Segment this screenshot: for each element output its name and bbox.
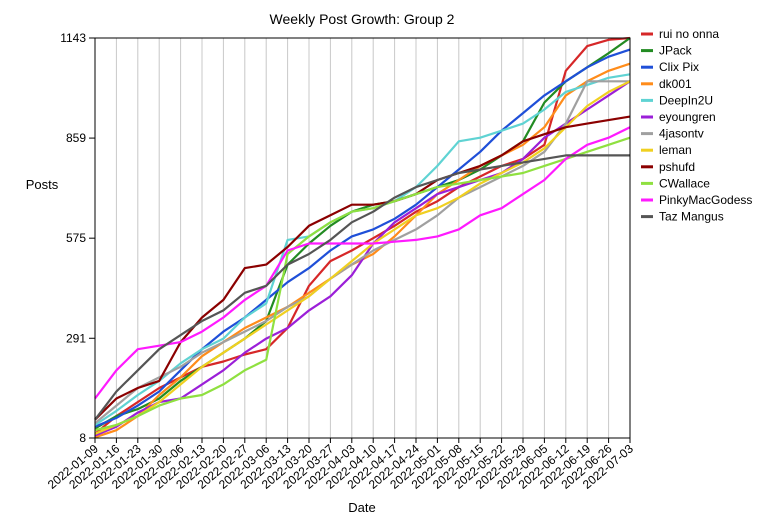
legend-label: 4jasontv xyxy=(659,127,704,141)
series-line-4jasontv xyxy=(94,80,630,425)
legend-label: Taz Mangus xyxy=(659,210,724,224)
series-line-dk001 xyxy=(94,62,631,439)
legend-label: PinkyMacGodess xyxy=(659,193,752,207)
y-axis: 8 291 575 859 1143 xyxy=(60,31,95,445)
y-axis-label: Posts xyxy=(26,177,59,192)
legend-label: rui no onna xyxy=(659,27,719,41)
legend-label: JPack xyxy=(659,44,693,58)
series-line-clix-pix xyxy=(94,48,631,428)
y-tick-label: 575 xyxy=(66,231,86,245)
series-line-eyoungren xyxy=(94,80,631,437)
y-tick-label: 8 xyxy=(79,431,86,445)
series-line-leman xyxy=(94,80,631,435)
series-line-taz-mangus xyxy=(94,154,630,421)
legend-label: dk001 xyxy=(659,77,692,91)
series-line-pinkymacgodess xyxy=(94,126,631,400)
series-lines xyxy=(94,36,631,439)
chart-title: Weekly Post Growth: Group 2 xyxy=(270,11,455,27)
legend-label: leman xyxy=(659,143,692,157)
legend-label: eyoungren xyxy=(659,110,716,124)
legend: rui no onna JPack Clix Pix dk001 DeepIn2U eyo… xyxy=(641,27,752,224)
series-line-jpack xyxy=(94,37,631,430)
y-tick-label: 859 xyxy=(66,131,86,145)
legend-label: Clix Pix xyxy=(659,60,699,74)
series-line-pshufd xyxy=(94,115,631,421)
legend-label: pshufd xyxy=(659,160,695,174)
series-line-cwallace xyxy=(94,136,631,432)
x-axis-label: Date xyxy=(348,500,375,515)
y-tick-label: 1143 xyxy=(60,31,86,45)
legend-label: DeepIn2U xyxy=(659,93,713,107)
y-tick-label: 291 xyxy=(66,331,86,345)
x-axis: 2022-01-092022-01-162022-01-232022-01-30… xyxy=(45,438,636,492)
legend-label: CWallace xyxy=(659,176,710,190)
